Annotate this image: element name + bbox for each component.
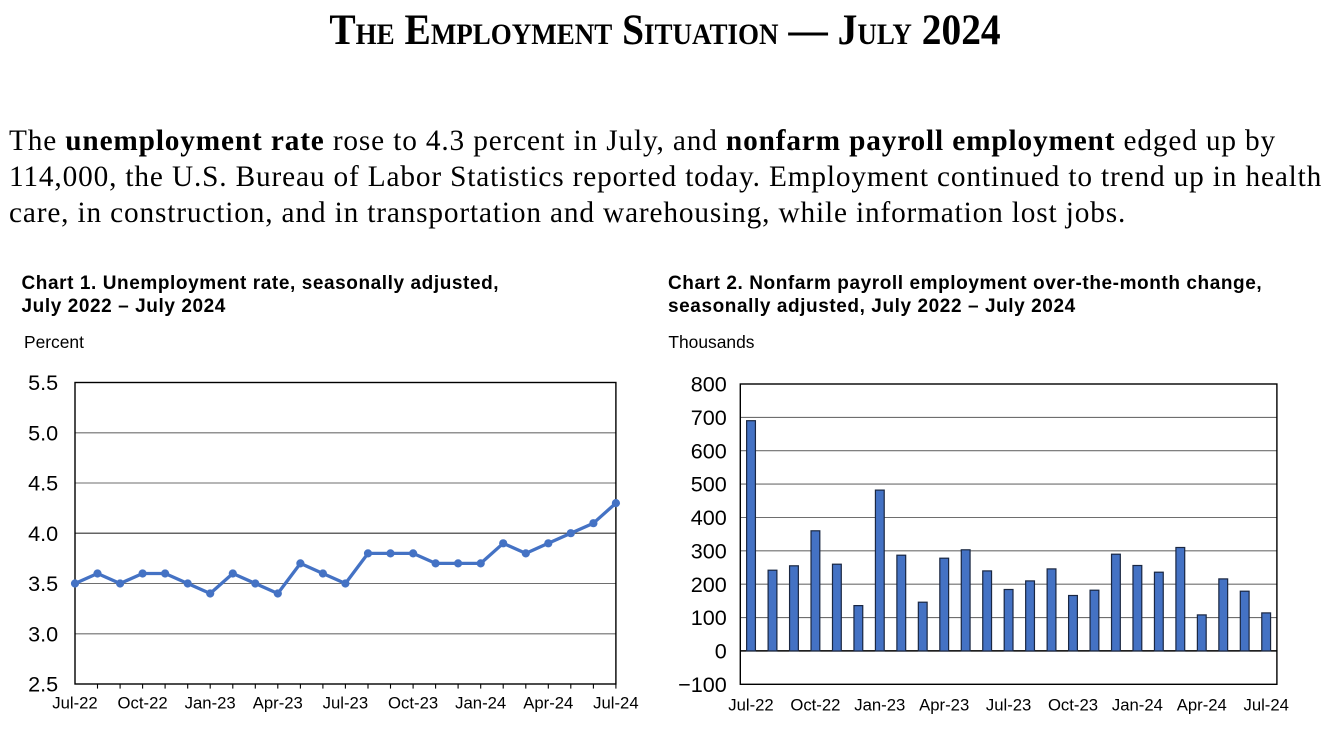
svg-text:3.0: 3.0 xyxy=(28,621,58,646)
svg-text:100: 100 xyxy=(691,605,727,630)
svg-text:400: 400 xyxy=(691,505,727,530)
svg-text:Jul-24: Jul-24 xyxy=(1243,695,1288,714)
svg-text:0: 0 xyxy=(715,639,727,664)
svg-text:3.5: 3.5 xyxy=(28,571,58,596)
svg-text:5.0: 5.0 xyxy=(28,420,58,445)
svg-text:2.5: 2.5 xyxy=(28,672,58,697)
svg-text:Jul-22: Jul-22 xyxy=(52,694,97,713)
svg-text:500: 500 xyxy=(691,472,727,497)
svg-text:Jan-24: Jan-24 xyxy=(1112,695,1163,714)
svg-text:200: 200 xyxy=(691,572,727,597)
svg-text:4.5: 4.5 xyxy=(28,471,58,496)
svg-text:Oct-22: Oct-22 xyxy=(790,695,840,714)
svg-text:Oct-22: Oct-22 xyxy=(118,694,168,713)
svg-text:Apr-23: Apr-23 xyxy=(919,695,969,714)
svg-text:Jul-23: Jul-23 xyxy=(986,695,1031,714)
svg-text:Apr-23: Apr-23 xyxy=(253,694,303,713)
svg-text:Jul-22: Jul-22 xyxy=(728,695,773,714)
svg-text:700: 700 xyxy=(691,405,727,430)
svg-text:Jul-24: Jul-24 xyxy=(593,694,638,713)
svg-text:Oct-23: Oct-23 xyxy=(388,694,438,713)
svg-text:800: 800 xyxy=(691,372,727,397)
svg-text:Apr-24: Apr-24 xyxy=(523,694,573,713)
svg-text:Jan-23: Jan-23 xyxy=(854,695,905,714)
svg-text:−100: −100 xyxy=(678,672,727,697)
svg-text:300: 300 xyxy=(691,538,727,563)
svg-text:Jul-23: Jul-23 xyxy=(323,694,368,713)
svg-text:Jan-23: Jan-23 xyxy=(185,694,236,713)
svg-text:600: 600 xyxy=(691,438,727,463)
svg-text:5.5: 5.5 xyxy=(28,370,58,395)
svg-text:4.0: 4.0 xyxy=(28,521,58,546)
svg-text:Apr-24: Apr-24 xyxy=(1177,695,1227,714)
svg-text:Oct-23: Oct-23 xyxy=(1048,695,1098,714)
svg-text:Jan-24: Jan-24 xyxy=(455,694,506,713)
